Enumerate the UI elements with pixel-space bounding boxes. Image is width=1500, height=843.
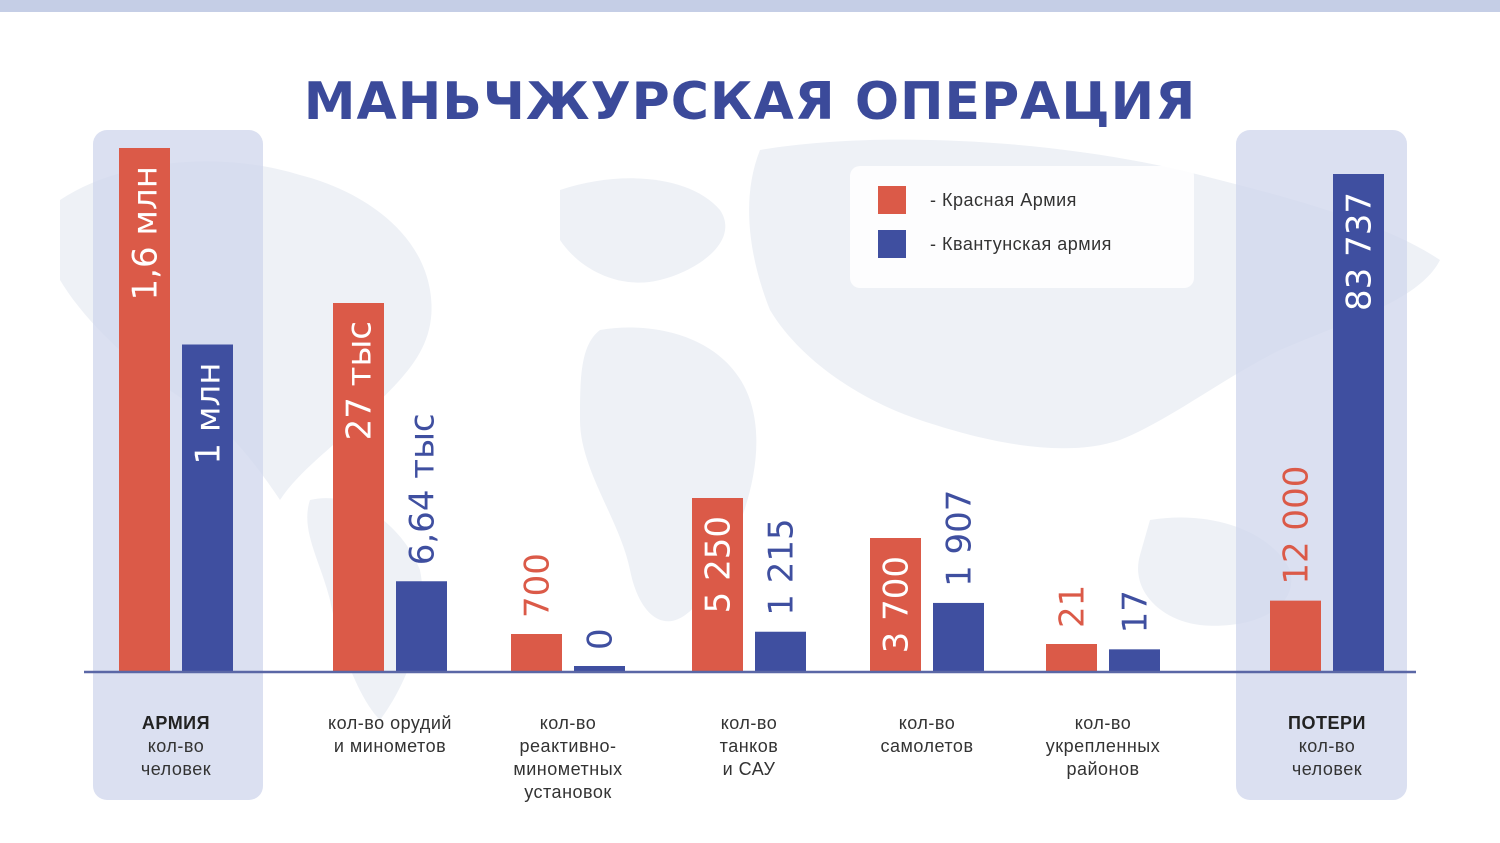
category-label-line: кол-во орудий [328, 713, 452, 733]
page-title: МАНЬЧЖУРСКАЯ ОПЕРАЦИЯ [303, 72, 1197, 132]
value-label-red-army-0: 1,6 млн [126, 166, 166, 301]
category-label-2: кол-во реактивно-минометных установок [468, 712, 668, 804]
category-label-line: кол-во [898, 713, 956, 733]
value-label-kwantung-army-5: 17 [1116, 590, 1156, 633]
value-label-red-army-4: 3 700 [877, 556, 917, 653]
value-label-red-army-3: 5 250 [699, 516, 739, 613]
category-label-line: укрепленных [1045, 736, 1161, 756]
category-label-line: кол-во [720, 713, 778, 733]
bar-kwantung-army-6 [1333, 174, 1384, 672]
category-label-line: и минометов [333, 736, 447, 756]
bar-kwantung-army-5 [1109, 649, 1160, 672]
legend-label-red-army: - Красная Армия [930, 189, 1077, 210]
value-label-kwantung-army-2: 0 [581, 628, 621, 650]
legend-swatch-blue [878, 230, 906, 258]
bar-kwantung-army-1 [396, 581, 447, 672]
legend-item-kwantung-army: - Квантунская армия [878, 230, 1112, 258]
category-label-3: кол-во танков и САУ [649, 712, 849, 781]
value-label-kwantung-army-4: 1 907 [940, 490, 980, 587]
category-label-5: кол-во укрепленных районов [1003, 712, 1203, 781]
category-label-line: кол-во [147, 736, 205, 756]
category-label-line: кол-во [539, 713, 597, 733]
bar-red-army-1 [333, 303, 384, 672]
category-label-4: кол-во самолетов [827, 712, 1027, 758]
value-label-kwantung-army-3: 1 215 [762, 518, 802, 615]
category-label-line: реактивно- [519, 736, 617, 756]
bar-red-army-6 [1270, 600, 1321, 672]
category-label-line: установок [524, 782, 612, 802]
bar-red-army-3 [692, 498, 743, 672]
top-band [0, 0, 1500, 12]
bar-red-army-4 [870, 538, 921, 672]
value-label-red-army-5: 21 [1053, 585, 1093, 628]
category-label-line: и САУ [722, 759, 776, 779]
legend-swatch-red [878, 186, 906, 214]
legend: - Красная Армия - Квантунская армия [850, 166, 1194, 288]
category-label-6: ПОТЕРИ кол-во человек [1227, 712, 1427, 781]
category-label-line: районов [1066, 759, 1140, 779]
category-label-line: самолетов [880, 736, 974, 756]
value-label-red-army-2: 700 [518, 553, 558, 618]
legend-label-kwantung-army: - Квантунская армия [930, 233, 1112, 254]
category-label-line: кол-во [1074, 713, 1132, 733]
bar-kwantung-army-4 [933, 602, 984, 672]
bar-kwantung-army-3 [755, 631, 806, 672]
legend-item-red-army: - Красная Армия [878, 186, 1077, 214]
value-label-red-army-6: 12 000 [1277, 466, 1317, 585]
bar-red-army-2 [511, 634, 562, 672]
value-label-kwantung-army-0: 1 млн [189, 363, 229, 465]
category-label-bold-6: ПОТЕРИ [1288, 713, 1366, 733]
value-label-kwantung-army-6: 83 737 [1340, 192, 1380, 311]
category-label-line: человек [140, 759, 212, 779]
category-label-0: АРМИЯ кол-во человек [76, 712, 276, 781]
value-label-kwantung-army-1: 6,64 тыс [403, 413, 443, 565]
category-label-line: человек [1291, 759, 1363, 779]
category-label-line: танков [719, 736, 779, 756]
bar-kwantung-army-2 [574, 666, 625, 672]
category-label-1: кол-во орудий и минометов [290, 712, 490, 758]
bar-red-army-0 [119, 148, 170, 672]
category-label-line: минометных [513, 759, 623, 779]
category-label-line: кол-во [1298, 736, 1356, 756]
bar-red-army-5 [1046, 644, 1097, 672]
category-label-bold-0: АРМИЯ [141, 713, 211, 733]
value-label-red-army-1: 27 тыс [340, 321, 380, 440]
bar-kwantung-army-0 [182, 344, 233, 672]
